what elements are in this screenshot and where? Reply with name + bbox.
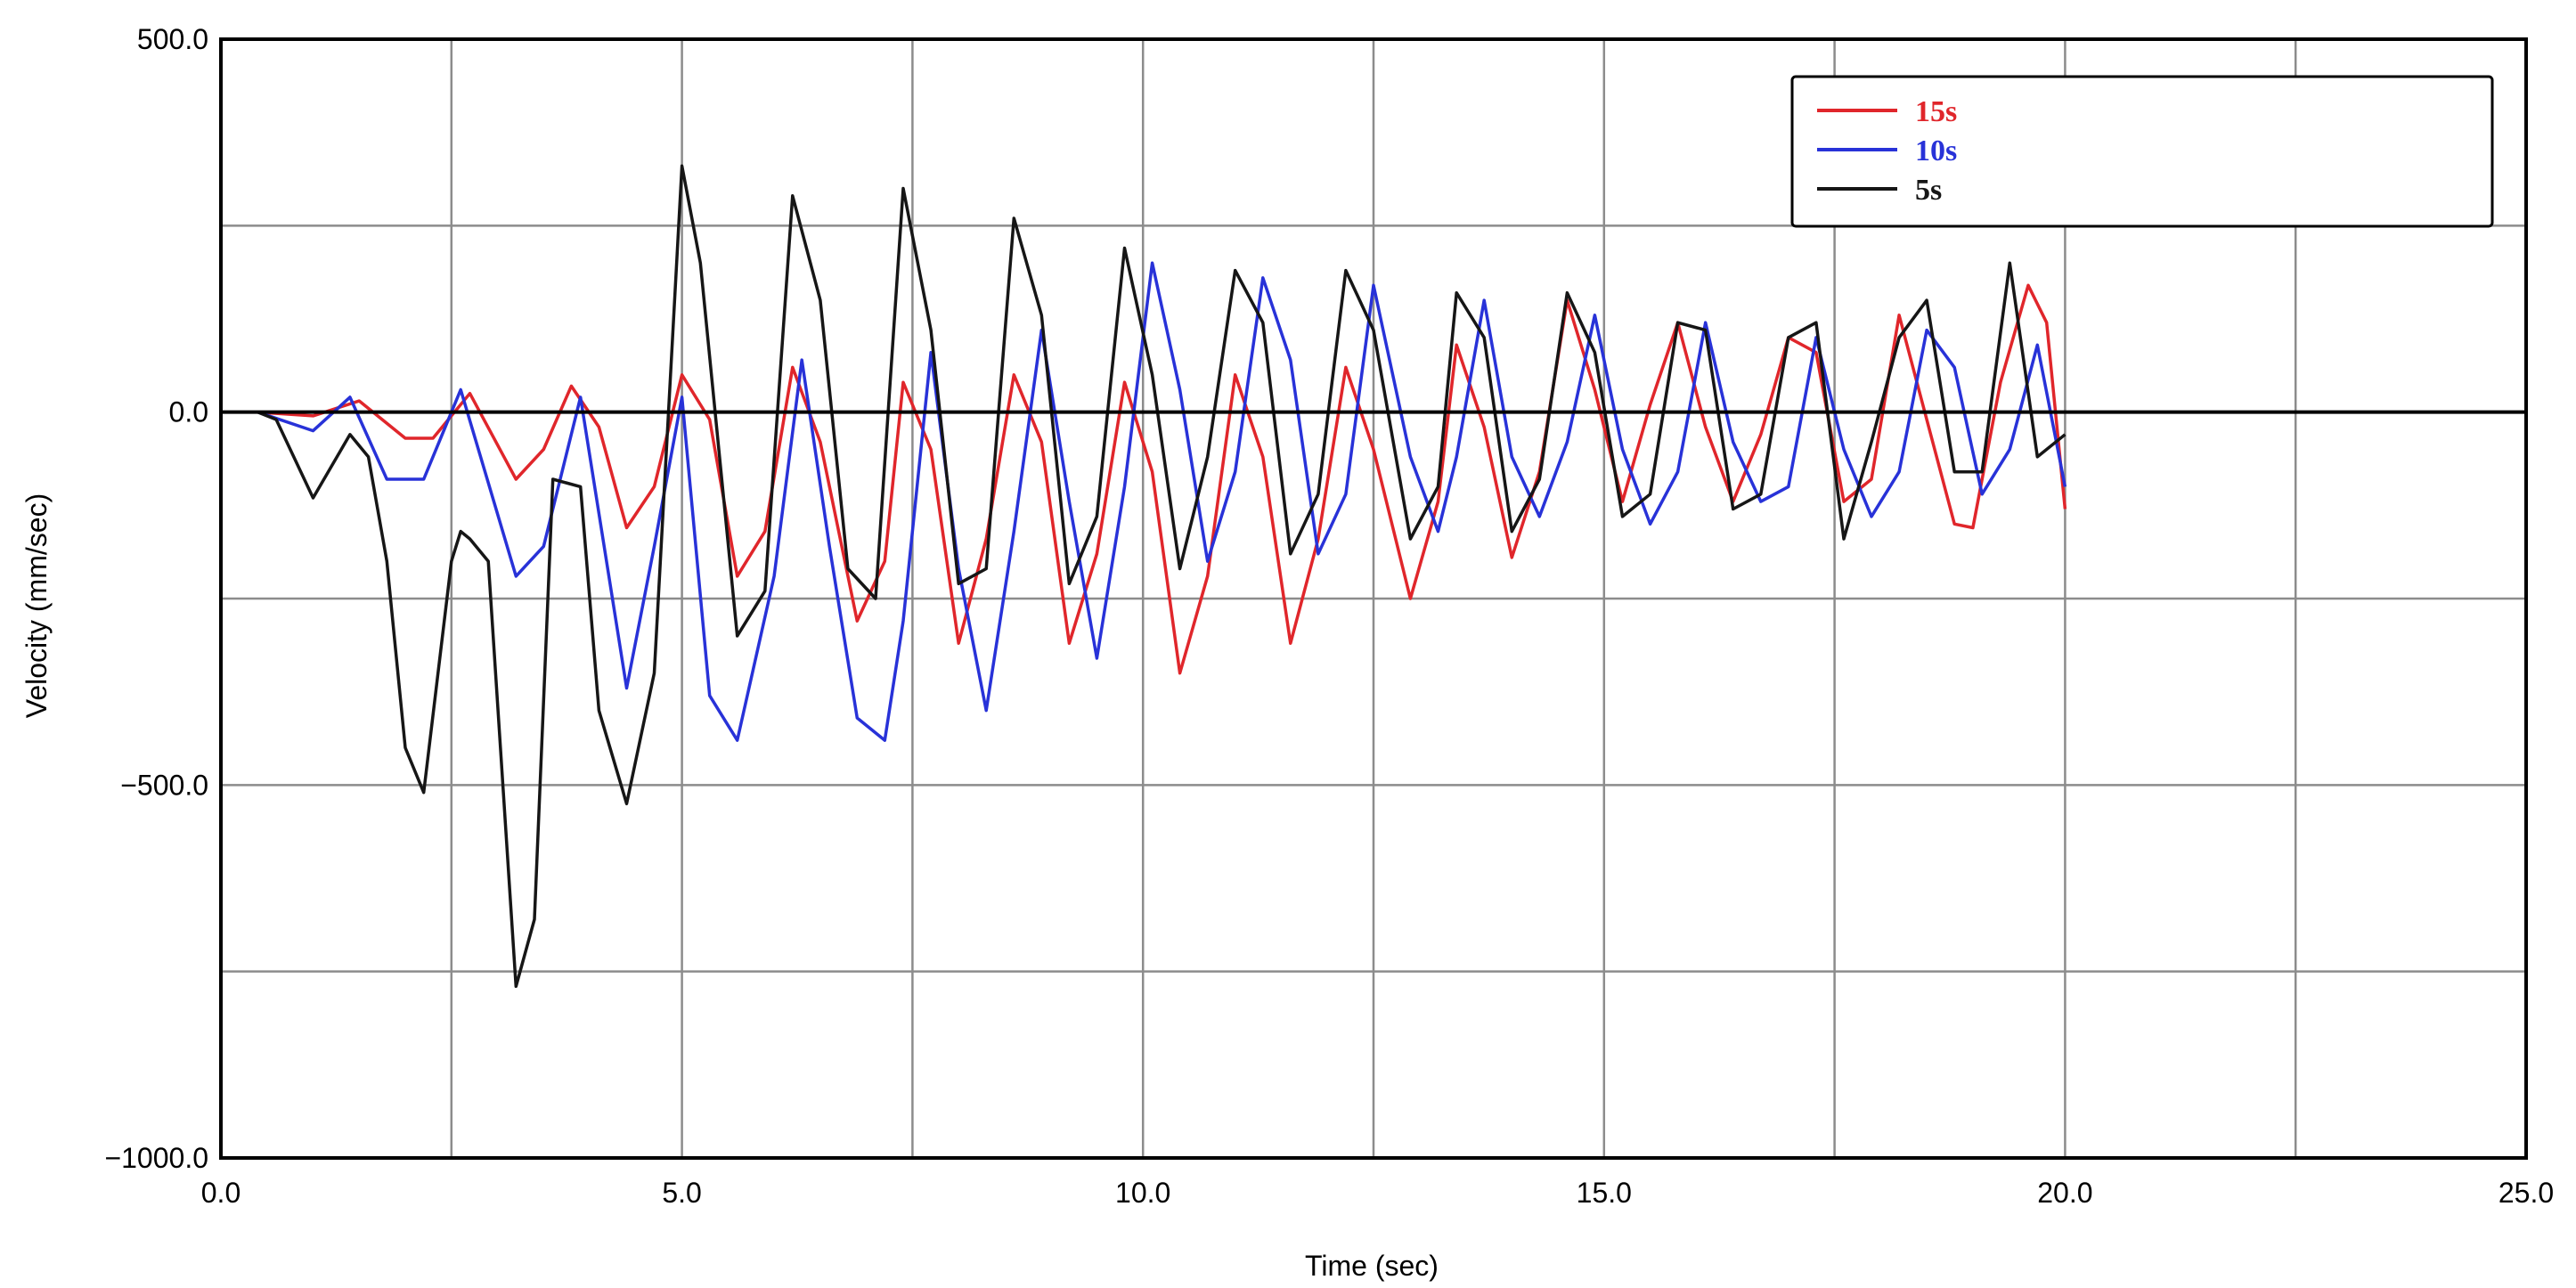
legend-label-10s: 10s	[1915, 135, 1957, 167]
x-tick-label: 20.0	[2037, 1177, 2092, 1209]
series-line-5s	[257, 164, 2067, 989]
x-tick-label: 15.0	[1577, 1177, 1632, 1209]
x-tick-label: 25.0	[2499, 1177, 2554, 1209]
y-tick-label: −1000.0	[104, 1142, 208, 1174]
plot-frame	[219, 37, 2528, 1160]
series-line-15s	[257, 283, 2067, 675]
y-tick-label: 500.0	[137, 23, 208, 55]
y-axis-title: Velocity (mm/sec)	[20, 493, 53, 718]
x-tick-label: 5.0	[662, 1177, 701, 1209]
series-lines	[257, 164, 2067, 989]
x-tick-label: 0.0	[201, 1177, 240, 1209]
legend: 15s 10s 5s	[1790, 75, 2494, 228]
x-axis-title: Time (sec)	[1305, 1250, 1439, 1282]
y-tick-labels: 500.0 0.0 −500.0 −1000.0	[104, 23, 208, 1174]
legend-label-5s: 5s	[1915, 174, 1942, 207]
x-tick-label: 10.0	[1115, 1177, 1170, 1209]
x-tick-labels: 0.0 5.0 10.0 15.0 20.0 25.0	[201, 1177, 2554, 1209]
y-tick-label: 0.0	[169, 396, 208, 428]
series-line-10s	[257, 261, 2067, 742]
legend-box	[1790, 75, 2494, 228]
y-tick-label: −500.0	[120, 769, 208, 801]
legend-label-15s: 15s	[1915, 95, 1957, 128]
